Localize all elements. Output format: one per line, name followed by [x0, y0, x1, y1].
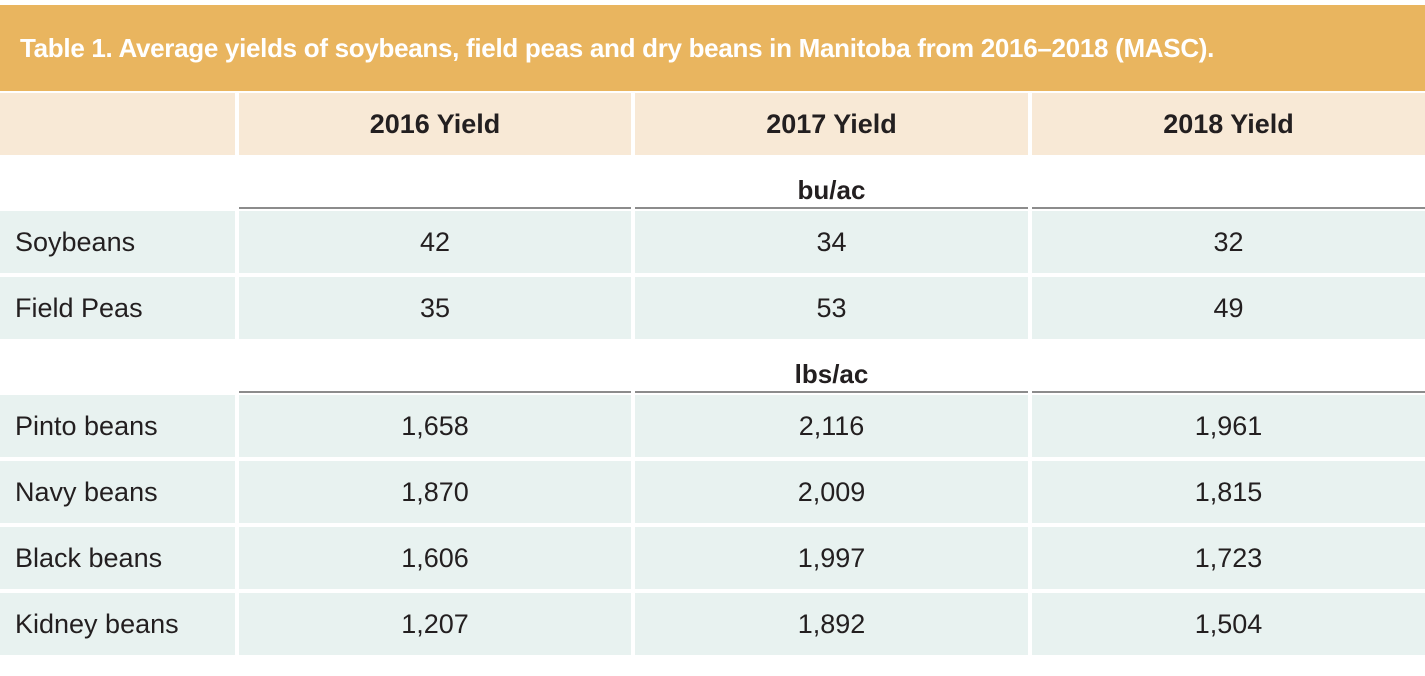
row-label: Navy beans — [0, 461, 235, 523]
unit-rule-segment — [1032, 339, 1425, 393]
cell-black-2018: 1,723 — [1032, 527, 1425, 589]
row-label: Field Peas — [0, 277, 235, 339]
row-label: Pinto beans — [0, 395, 235, 457]
row-label: Kidney beans — [0, 593, 235, 655]
cell-black-2016: 1,606 — [239, 527, 631, 589]
cell-navy-2018: 1,815 — [1032, 461, 1425, 523]
cell-field-peas-2017: 53 — [635, 277, 1028, 339]
cell-pinto-2018: 1,961 — [1032, 395, 1425, 457]
table-row-navy-beans: Navy beans 1,870 2,009 1,815 — [0, 461, 1425, 523]
table-row-field-peas: Field Peas 35 53 49 — [0, 277, 1425, 339]
cell-pinto-2016: 1,658 — [239, 395, 631, 457]
corner-cell — [0, 93, 235, 155]
unit-rule-segment — [239, 339, 631, 393]
cell-pinto-2017: 2,116 — [635, 395, 1028, 457]
table-row-black-beans: Black beans 1,606 1,997 1,723 — [0, 527, 1425, 589]
unit-row-blank-cell — [0, 155, 235, 209]
yield-table-figure: Table 1. Average yields of soybeans, fie… — [0, 5, 1425, 676]
cell-field-peas-2018: 49 — [1032, 277, 1425, 339]
column-header-2018: 2018 Yield — [1032, 93, 1425, 155]
unit-row-blank-cell — [0, 339, 235, 393]
column-header-row: 2016 Yield 2017 Yield 2018 Yield — [0, 93, 1425, 155]
unit-row-bu-ac: bu/ac — [0, 155, 1425, 209]
cell-kidney-2018: 1,504 — [1032, 593, 1425, 655]
cell-kidney-2016: 1,207 — [239, 593, 631, 655]
row-label: Soybeans — [0, 211, 235, 273]
cell-soybeans-2017: 34 — [635, 211, 1028, 273]
cell-soybeans-2016: 42 — [239, 211, 631, 273]
table-row-kidney-beans: Kidney beans 1,207 1,892 1,504 — [0, 593, 1425, 655]
unit-label-bu-ac: bu/ac — [635, 155, 1028, 209]
cell-kidney-2017: 1,892 — [635, 593, 1028, 655]
table-title-bar: Table 1. Average yields of soybeans, fie… — [0, 5, 1425, 91]
table-row-soybeans: Soybeans 42 34 32 — [0, 211, 1425, 273]
table-title: Table 1. Average yields of soybeans, fie… — [20, 32, 1215, 63]
cell-navy-2016: 1,870 — [239, 461, 631, 523]
cell-soybeans-2018: 32 — [1032, 211, 1425, 273]
table-row-pinto-beans: Pinto beans 1,658 2,116 1,961 — [0, 395, 1425, 457]
unit-label-lbs-ac: lbs/ac — [635, 339, 1028, 393]
column-header-2017: 2017 Yield — [635, 93, 1028, 155]
cell-black-2017: 1,997 — [635, 527, 1028, 589]
unit-rule-segment — [1032, 155, 1425, 209]
row-label: Black beans — [0, 527, 235, 589]
column-header-2016: 2016 Yield — [239, 93, 631, 155]
unit-row-lbs-ac: lbs/ac — [0, 339, 1425, 393]
unit-rule-segment — [239, 155, 631, 209]
cell-navy-2017: 2,009 — [635, 461, 1028, 523]
cell-field-peas-2016: 35 — [239, 277, 631, 339]
